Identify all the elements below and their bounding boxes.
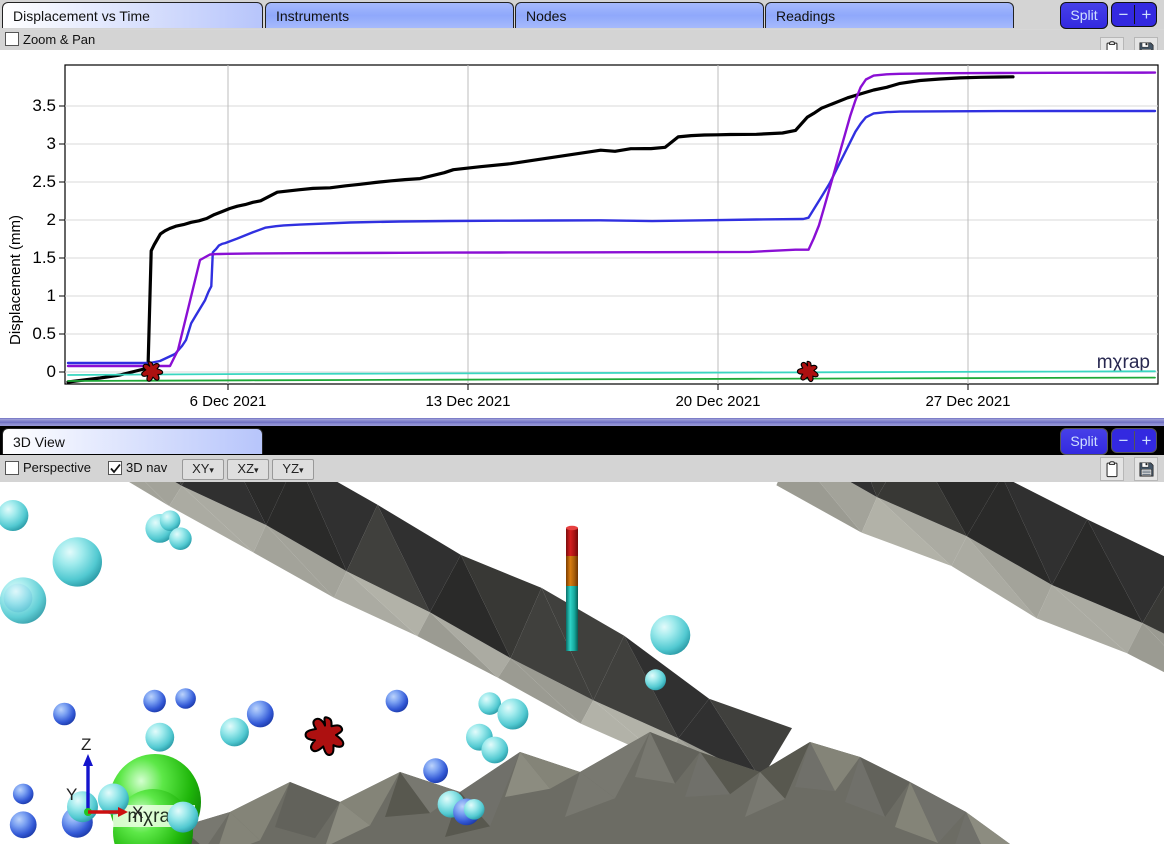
svg-text:Displacement (mm): Displacement (mm) xyxy=(7,215,24,345)
svg-text:Y: Y xyxy=(66,785,77,804)
svg-text:Z: Z xyxy=(81,735,91,754)
svg-text:0.5: 0.5 xyxy=(32,324,56,343)
svg-text:3: 3 xyxy=(47,134,56,153)
svg-text:2: 2 xyxy=(47,210,56,229)
svg-text:27 Dec 2021: 27 Dec 2021 xyxy=(925,393,1010,410)
svg-text:3.5: 3.5 xyxy=(32,96,56,115)
svg-text:13 Dec 2021: 13 Dec 2021 xyxy=(425,393,510,410)
svg-text:mχrap: mχrap xyxy=(1097,352,1150,373)
svg-text:2.5: 2.5 xyxy=(32,172,56,191)
svg-text:6 Dec 2021: 6 Dec 2021 xyxy=(190,393,267,410)
svg-text:0: 0 xyxy=(47,362,56,381)
svg-text:20 Dec 2021: 20 Dec 2021 xyxy=(675,393,760,410)
svg-text:X: X xyxy=(132,803,143,822)
svg-text:1: 1 xyxy=(47,286,56,305)
svg-text:1.5: 1.5 xyxy=(32,248,56,267)
